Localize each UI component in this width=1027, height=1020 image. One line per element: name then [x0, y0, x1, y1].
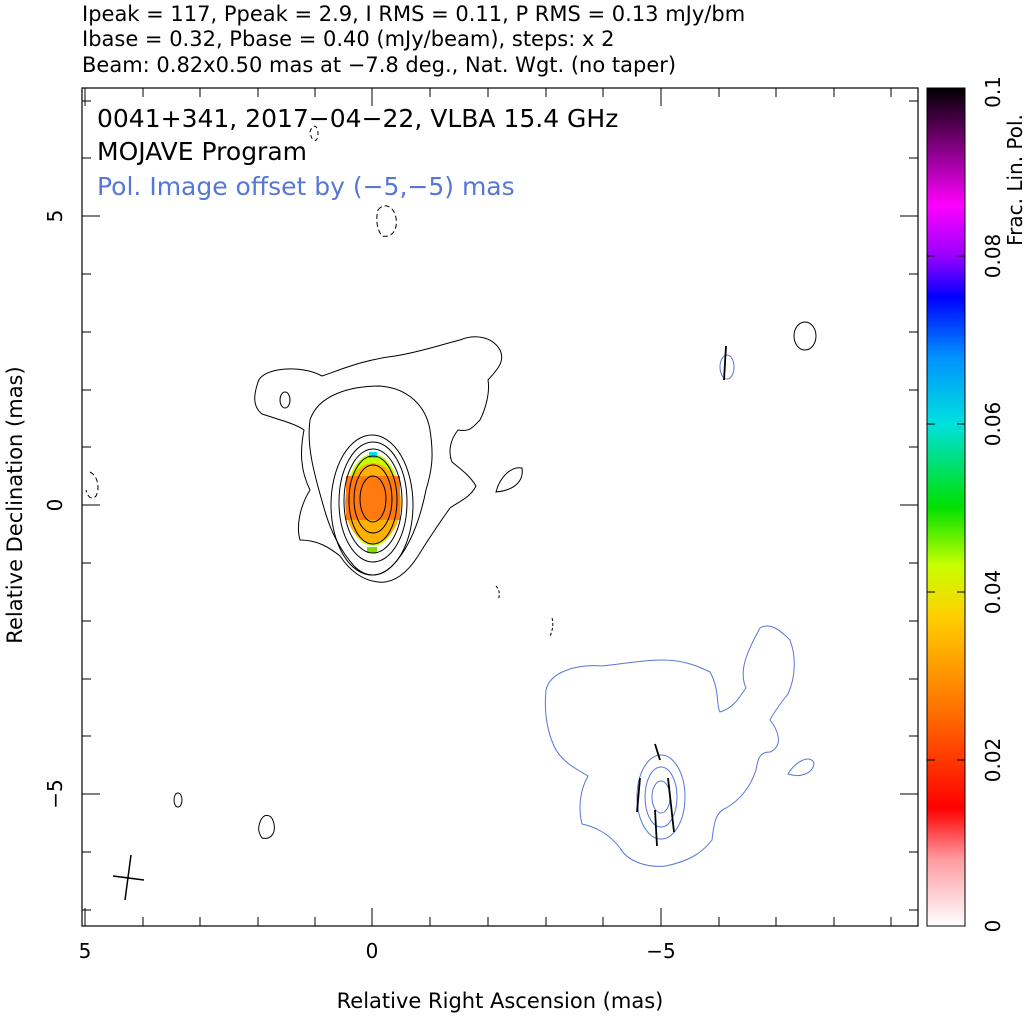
- frac-pol-pixel-top: [369, 452, 377, 458]
- colorbar-tick-label: 0.04: [981, 570, 1005, 615]
- offset-annotation: Pol. Image offset by (−5,−5) mas: [97, 172, 515, 201]
- header-line-1: Ipeak = 117, Ppeak = 2.9, I RMS = 0.11, …: [82, 2, 746, 26]
- colorbar-tick-label: 0.1: [981, 76, 1005, 108]
- colorbar-ticks: [927, 255, 965, 761]
- x-tick-label: −5: [646, 939, 675, 963]
- colorbar-tick-label: 0: [981, 920, 1005, 933]
- x-tick-label: 5: [79, 939, 92, 963]
- map-content: [85, 125, 817, 901]
- evpa-vectors: [636, 345, 727, 847]
- x-tick-label: 0: [366, 939, 379, 963]
- y-tick-label: 0: [43, 499, 67, 512]
- colorbar-tick-label: 0.08: [981, 234, 1005, 279]
- colorbar-label: Frac. Lin. Pol.: [1003, 114, 1027, 246]
- colorbar-tick-label: 0.06: [981, 402, 1005, 447]
- y-axis-label: Relative Declination (mas): [3, 366, 27, 643]
- plot-frame: [81, 87, 919, 927]
- colorbar-tick-label: 0.02: [981, 738, 1005, 783]
- frac-pol-core: [346, 476, 400, 520]
- stokes-i-contours: [85, 125, 817, 839]
- header-line-2: Ibase = 0.32, Pbase = 0.40 (mJy/beam), s…: [82, 27, 615, 51]
- y-tick-label: 5: [43, 210, 67, 223]
- frac-pol-pixel-bottom: [367, 547, 377, 553]
- source-annotation: 0041+341, 2017−04−22, VLBA 15.4 GHz: [97, 104, 618, 133]
- colorbar: [926, 87, 966, 927]
- x-axis-label: Relative Right Ascension (mas): [337, 989, 664, 1013]
- axis-ticks: [82, 88, 918, 926]
- beam-ellipse-marker: [112, 854, 145, 901]
- header-line-3: Beam: 0.82x0.50 mas at −7.8 deg., Nat. W…: [82, 53, 677, 77]
- program-annotation: MOJAVE Program: [97, 137, 307, 166]
- y-tick-label: −5: [43, 779, 67, 808]
- polarization-contours: [544, 354, 815, 867]
